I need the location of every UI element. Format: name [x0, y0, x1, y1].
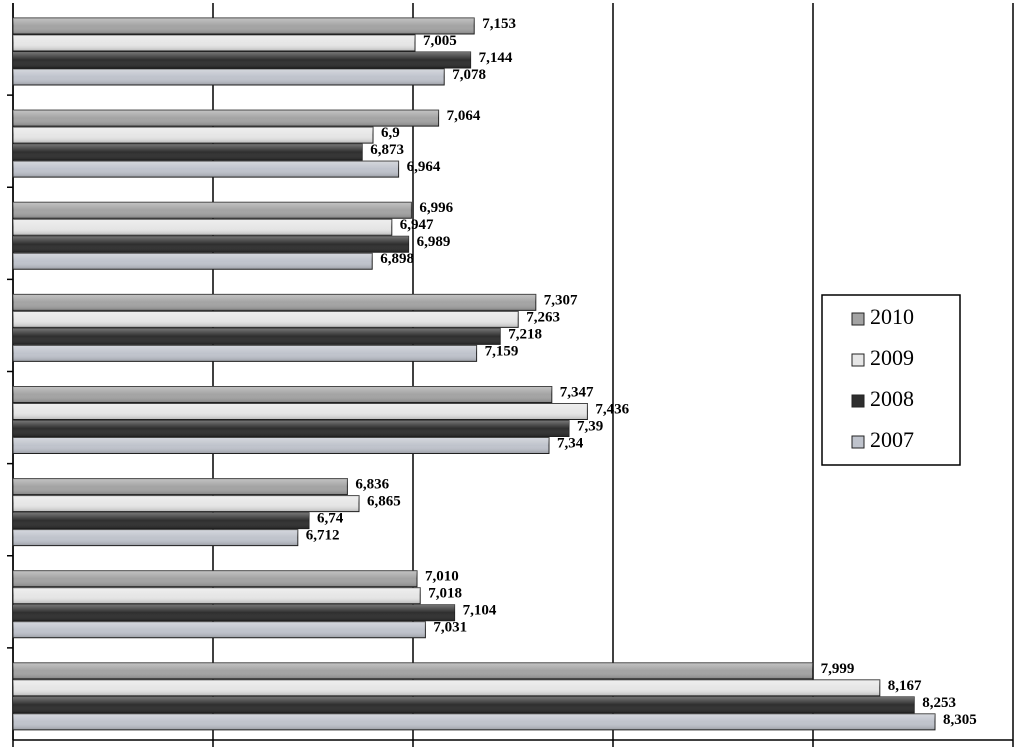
bar-shine [13, 621, 426, 638]
bar-shine [13, 604, 455, 621]
value-label: 6,9 [381, 125, 400, 141]
value-label: 7,031 [433, 620, 467, 636]
value-label: 6,836 [355, 477, 389, 493]
legend-label: 2009 [870, 345, 914, 370]
value-label: 7,34 [557, 435, 584, 451]
bar-shine [13, 345, 477, 362]
bar-shine [13, 386, 552, 403]
value-label: 6,989 [417, 234, 451, 250]
value-label: 7,078 [452, 67, 486, 83]
legend-box [821, 294, 961, 466]
value-label: 6,996 [419, 200, 453, 216]
value-label: 7,39 [577, 418, 603, 434]
value-label: 6,898 [380, 251, 414, 267]
value-label: 7,999 [821, 661, 855, 677]
value-label: 7,144 [479, 50, 513, 66]
bar-shine [13, 161, 399, 178]
legend-label: 2008 [870, 386, 914, 411]
value-label: 7,104 [463, 603, 497, 619]
legend-swatch [851, 394, 865, 408]
value-label: 7,018 [428, 586, 462, 602]
value-label: 7,153 [482, 16, 516, 32]
value-label: 7,064 [447, 108, 481, 124]
value-label: 7,159 [485, 343, 519, 359]
bar-shine [13, 253, 373, 270]
value-label: 6,74 [317, 511, 344, 527]
value-label: 6,947 [400, 217, 434, 233]
bar-shine [13, 202, 412, 219]
value-label: 6,865 [367, 494, 401, 510]
bar-shine [13, 420, 569, 437]
bar-shine [13, 236, 409, 253]
bar-shine [13, 570, 417, 587]
bar-shine [13, 69, 445, 85]
value-label: 8,305 [943, 712, 977, 728]
bar-shine [13, 587, 421, 604]
bar-shine [13, 18, 475, 34]
bar-shine [13, 403, 588, 420]
legend-swatch [851, 312, 865, 326]
legend-swatch [851, 435, 865, 449]
value-label: 7,436 [595, 401, 629, 417]
value-label: 7,347 [560, 384, 594, 400]
bar-shine [13, 529, 298, 546]
bar-shine [13, 512, 309, 529]
bar-shine [13, 110, 439, 127]
value-label: 8,167 [888, 678, 922, 694]
bar-shine [13, 437, 549, 454]
legend-label: 2007 [870, 427, 914, 452]
bar-shine [13, 127, 373, 144]
bar-shine [13, 35, 415, 51]
legend-swatch [851, 353, 865, 367]
bar-shine [13, 294, 536, 311]
bar-shine [13, 311, 519, 328]
value-label: 6,873 [370, 142, 404, 158]
bar-shine [13, 495, 359, 512]
legend-label: 2010 [870, 304, 914, 329]
bar-shine [13, 662, 813, 679]
bar-shine [13, 328, 501, 345]
bar-shine [13, 679, 880, 696]
value-label: 7,307 [544, 292, 578, 308]
value-label: 7,263 [526, 309, 560, 325]
value-label: 8,253 [922, 695, 956, 711]
bar-shine [13, 219, 392, 236]
bar-shine [13, 478, 348, 495]
bar-shine [13, 696, 915, 713]
value-label: 7,005 [423, 33, 457, 49]
bar-shine [13, 144, 363, 161]
value-label: 7,218 [508, 326, 542, 342]
bar-shine [13, 713, 935, 730]
value-label: 6,712 [306, 528, 340, 544]
value-label: 7,010 [425, 569, 459, 585]
bar-shine [13, 52, 471, 68]
value-label: 6,964 [407, 159, 441, 175]
